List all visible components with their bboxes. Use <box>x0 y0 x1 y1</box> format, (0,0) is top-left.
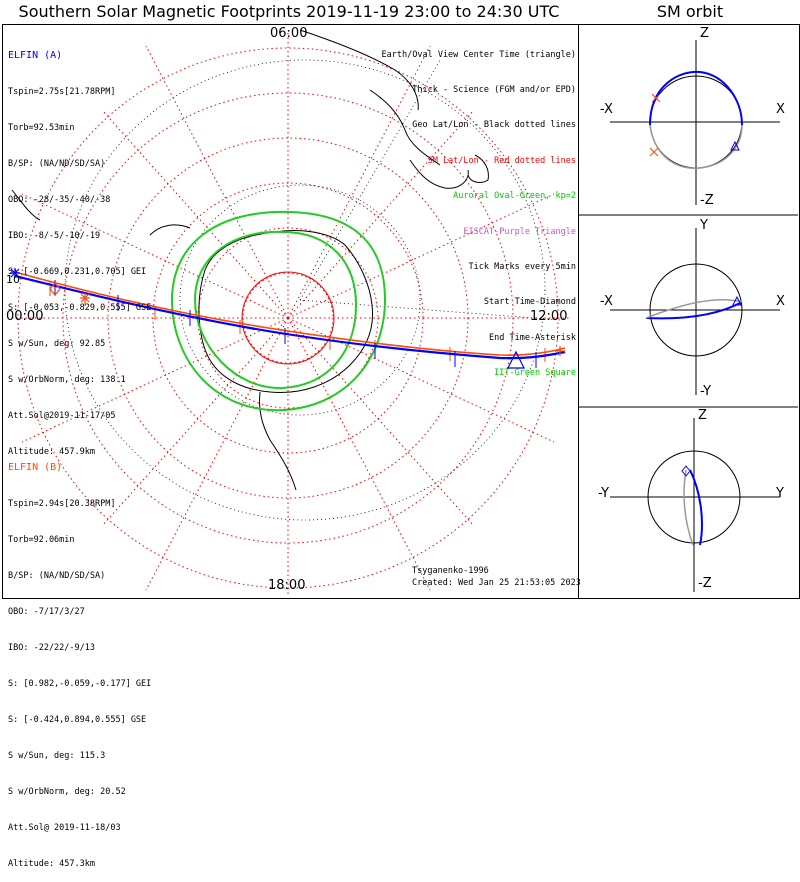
elfin-a-line: Torb=92.53min <box>8 123 75 133</box>
elfin-b-header: ELFIN (B) <box>8 462 63 473</box>
legend-item: EISCAT-Purple Triangle <box>463 226 576 237</box>
legend-item: Earth/Oval View Center Time (triangle) <box>381 49 576 60</box>
elfin-b-line: IBO: -22/22/-9/13 <box>8 643 95 653</box>
time-label-left: 00:00 <box>6 309 44 324</box>
orbit3-right: Y <box>776 486 784 501</box>
legend-item: Start Time-Diamond <box>483 297 576 308</box>
elfin-a-line: S: [-0.669,0.231,0.705] GEI <box>8 267 147 277</box>
elfin-a-line: B/SP: (NA/ND/SD/SA) <box>8 159 106 169</box>
elfin-a-line: Att.Sol@2019-11-17/05 <box>8 411 116 421</box>
elfin-a-line: S: [-0.053,-0.829,0.555] GSE <box>8 303 152 313</box>
end-asterisk-a <box>10 268 20 278</box>
elfin-a-line: S w/Sun, deg: 92.85 <box>8 339 106 349</box>
orbit3-left: -Y <box>598 486 610 501</box>
orbit-yz-track-b <box>683 469 694 546</box>
orbit-xz-triangle <box>730 140 740 151</box>
orbit2-right: X <box>776 294 785 309</box>
geo-grid <box>64 59 561 521</box>
legend-item: Thick - Science (FGM and/or EPD) <box>412 84 576 95</box>
view-center-triangle <box>507 350 525 369</box>
orbit-xy-track-b <box>645 299 743 319</box>
orbit2-left: -X <box>600 294 613 309</box>
sm-polar-cap-circle <box>241 271 335 365</box>
elfin-b-line: S: [-0.424,0.894,0.555] GSE <box>8 715 147 725</box>
time-label-left-edge: 10 <box>6 273 20 286</box>
elfin-b-line: Tspin=2.94s[20.38RPM] <box>8 499 116 509</box>
elfin-a-line: Altitude: 457.9km <box>8 447 95 457</box>
auroral-oval <box>170 210 387 412</box>
legend-item: IIT-Green Square <box>494 368 576 379</box>
legend-item: Tick Marks every 5min <box>468 261 576 272</box>
elfin-a-line: Tspin=2.75s[21.78RPM] <box>8 87 116 97</box>
orbit-title: SM orbit <box>656 2 724 21</box>
page-title: Southern Solar Magnetic Footprints 2019-… <box>18 2 560 21</box>
orbit-xz-track-b <box>649 124 743 169</box>
orbit-yz-diamond <box>681 465 691 477</box>
elfin-a-ticks <box>54 280 537 368</box>
start-diamond-a <box>49 282 61 296</box>
elfin-b-line: S w/Sun, deg: 115.3 <box>8 751 106 761</box>
elfin-b-line: OBO: -7/17/3/27 <box>8 607 85 617</box>
time-label-top: 06:00 <box>270 26 308 41</box>
orbit-panel-xy <box>578 228 798 408</box>
orbit3-bottom: -Z <box>698 576 712 591</box>
orbit-panel-yz <box>610 418 780 592</box>
legend: Earth/Oval View Center Time (triangle) T… <box>382 26 576 392</box>
elfin-b-line: Altitude: 457.3km <box>8 859 95 869</box>
elfin-b-line: Torb=92.06min <box>8 535 75 545</box>
orbit-xz-markers <box>649 93 661 157</box>
elfin-a-line: IBO: -8/-5/-10/-19 <box>8 231 101 241</box>
elfin-a-line: OBO: -28/-35/-40/-38 <box>8 195 111 205</box>
elfin-a-line: S w/OrbNorm, deg: 138.1 <box>8 375 126 385</box>
orbit1-bottom: -Z <box>700 193 714 208</box>
orbit-xy-triangle <box>732 295 742 306</box>
orbit1-top: Z <box>700 26 709 41</box>
elfin-b-track <box>14 271 566 356</box>
credit-created: Created: Wed Jan 25 21:53:05 2023 <box>412 578 581 588</box>
orbit-panel-xz <box>578 40 798 216</box>
time-label-right: 12:00 <box>530 309 568 324</box>
legend-item: SM Lat/Lon - Red dotted lines <box>427 155 576 166</box>
elfin-b-line: Att.Sol@ 2019-11-18/03 <box>8 823 121 833</box>
legend-item: Auroral Oval-Green, kp=2 <box>453 191 576 202</box>
elfin-b-info: ELFIN (B) Tspin=2.94s[20.38RPM] Torb=92.… <box>8 438 151 882</box>
orbit1-left: -X <box>600 102 613 117</box>
orbit1-right: X <box>776 102 785 117</box>
elfin-a-header: ELFIN (A) <box>8 50 63 61</box>
legend-item: End Time-Asterisk <box>489 332 576 343</box>
elfin-b-line: B/SP: (NA/ND/SD/SA) <box>8 571 106 581</box>
elfin-a-track <box>14 274 566 360</box>
orbit2-top: Y <box>700 218 708 233</box>
time-label-bottom: 18:00 <box>268 578 306 593</box>
credit-author: Tsyganenko-1996 <box>412 566 489 576</box>
elfin-b-line: S: [0.982,-0.059,-0.177] GEI <box>8 679 152 689</box>
elfin-a-info: ELFIN (A) Tspin=2.75s[21.78RPM] Torb=92.… <box>8 26 151 470</box>
end-asterisk-b <box>80 293 565 356</box>
orbit3-top: Z <box>698 408 707 423</box>
elfin-b-line: S w/OrbNorm, deg: 20.52 <box>8 787 126 797</box>
legend-item: Geo Lat/Lon - Black dotted lines <box>412 120 576 131</box>
orbit-yz-track-a <box>689 469 703 546</box>
orbit2-bottom: -Y <box>700 384 712 399</box>
footprint-plot <box>10 29 798 596</box>
